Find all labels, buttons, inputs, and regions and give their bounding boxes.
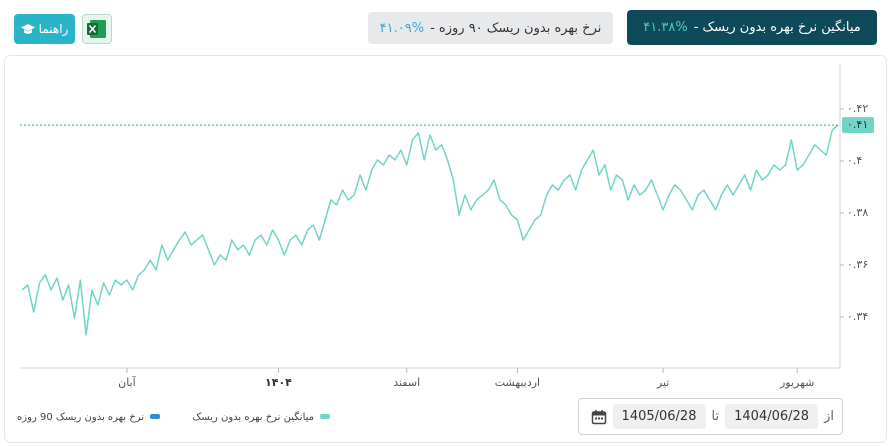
x-tick-label: شهریور: [779, 376, 814, 389]
date-range: از 1404/06/28 تا 1405/06/28: [578, 398, 843, 435]
guide-label: راهنما: [38, 22, 69, 36]
y-tick-label: ۰.۴: [847, 154, 862, 167]
y-tick-label: ۰.۳۴: [847, 310, 868, 323]
guide-icon: [20, 24, 35, 34]
average-rate-box: میانگین نرخ بهره بدون ریسک - ۴۱.۳۸%: [627, 10, 877, 45]
to-label: تا: [711, 409, 720, 424]
legend-swatch: [320, 414, 330, 419]
from-date[interactable]: 1404/06/28: [725, 404, 819, 429]
legend-label: نرخ بهره بدون ریسک 90 روزه: [17, 412, 144, 423]
x-tick-label: ۱۴۰۴: [265, 376, 292, 389]
average-rate-value: ۴۱.۳۸%: [643, 20, 688, 35]
y-tick-label: ۰.۴۲: [847, 102, 868, 115]
chart-card: [4, 55, 887, 443]
y-tick-label: ۰.۳۸: [847, 206, 868, 219]
y-tick-label: ۰.۳۶: [847, 258, 868, 271]
last-value-badge: [842, 117, 874, 134]
excel-icon: [87, 20, 106, 38]
last-value-label: ۰.۴۱: [847, 118, 868, 131]
excel-button[interactable]: [82, 14, 112, 44]
rate90-box: نرخ بهره بدون ریسک ۹۰ روزه - ۴۱.۰۹%: [368, 12, 613, 44]
rate90-label: نرخ بهره بدون ریسک ۹۰ روزه -: [430, 20, 602, 36]
to-date[interactable]: 1405/06/28: [612, 404, 706, 429]
x-tick-label: تیر: [656, 376, 669, 389]
rate90-value: ۴۱.۰۹%: [379, 20, 425, 36]
series-line: [21, 124, 839, 336]
legend-label: میانگین نرخ بهره بدون ریسک: [192, 411, 314, 423]
legend-swatch: [150, 414, 160, 419]
guide-button[interactable]: راهنما: [14, 14, 75, 44]
from-label: از: [824, 409, 834, 424]
average-rate-label: میانگین نرخ بهره بدون ریسک -: [693, 20, 861, 35]
x-tick-label: آبان: [118, 375, 136, 389]
x-tick-label: اردیبهشت: [495, 376, 540, 389]
x-tick-label: اسفند: [393, 376, 420, 389]
calendar-icon[interactable]: [591, 409, 607, 425]
